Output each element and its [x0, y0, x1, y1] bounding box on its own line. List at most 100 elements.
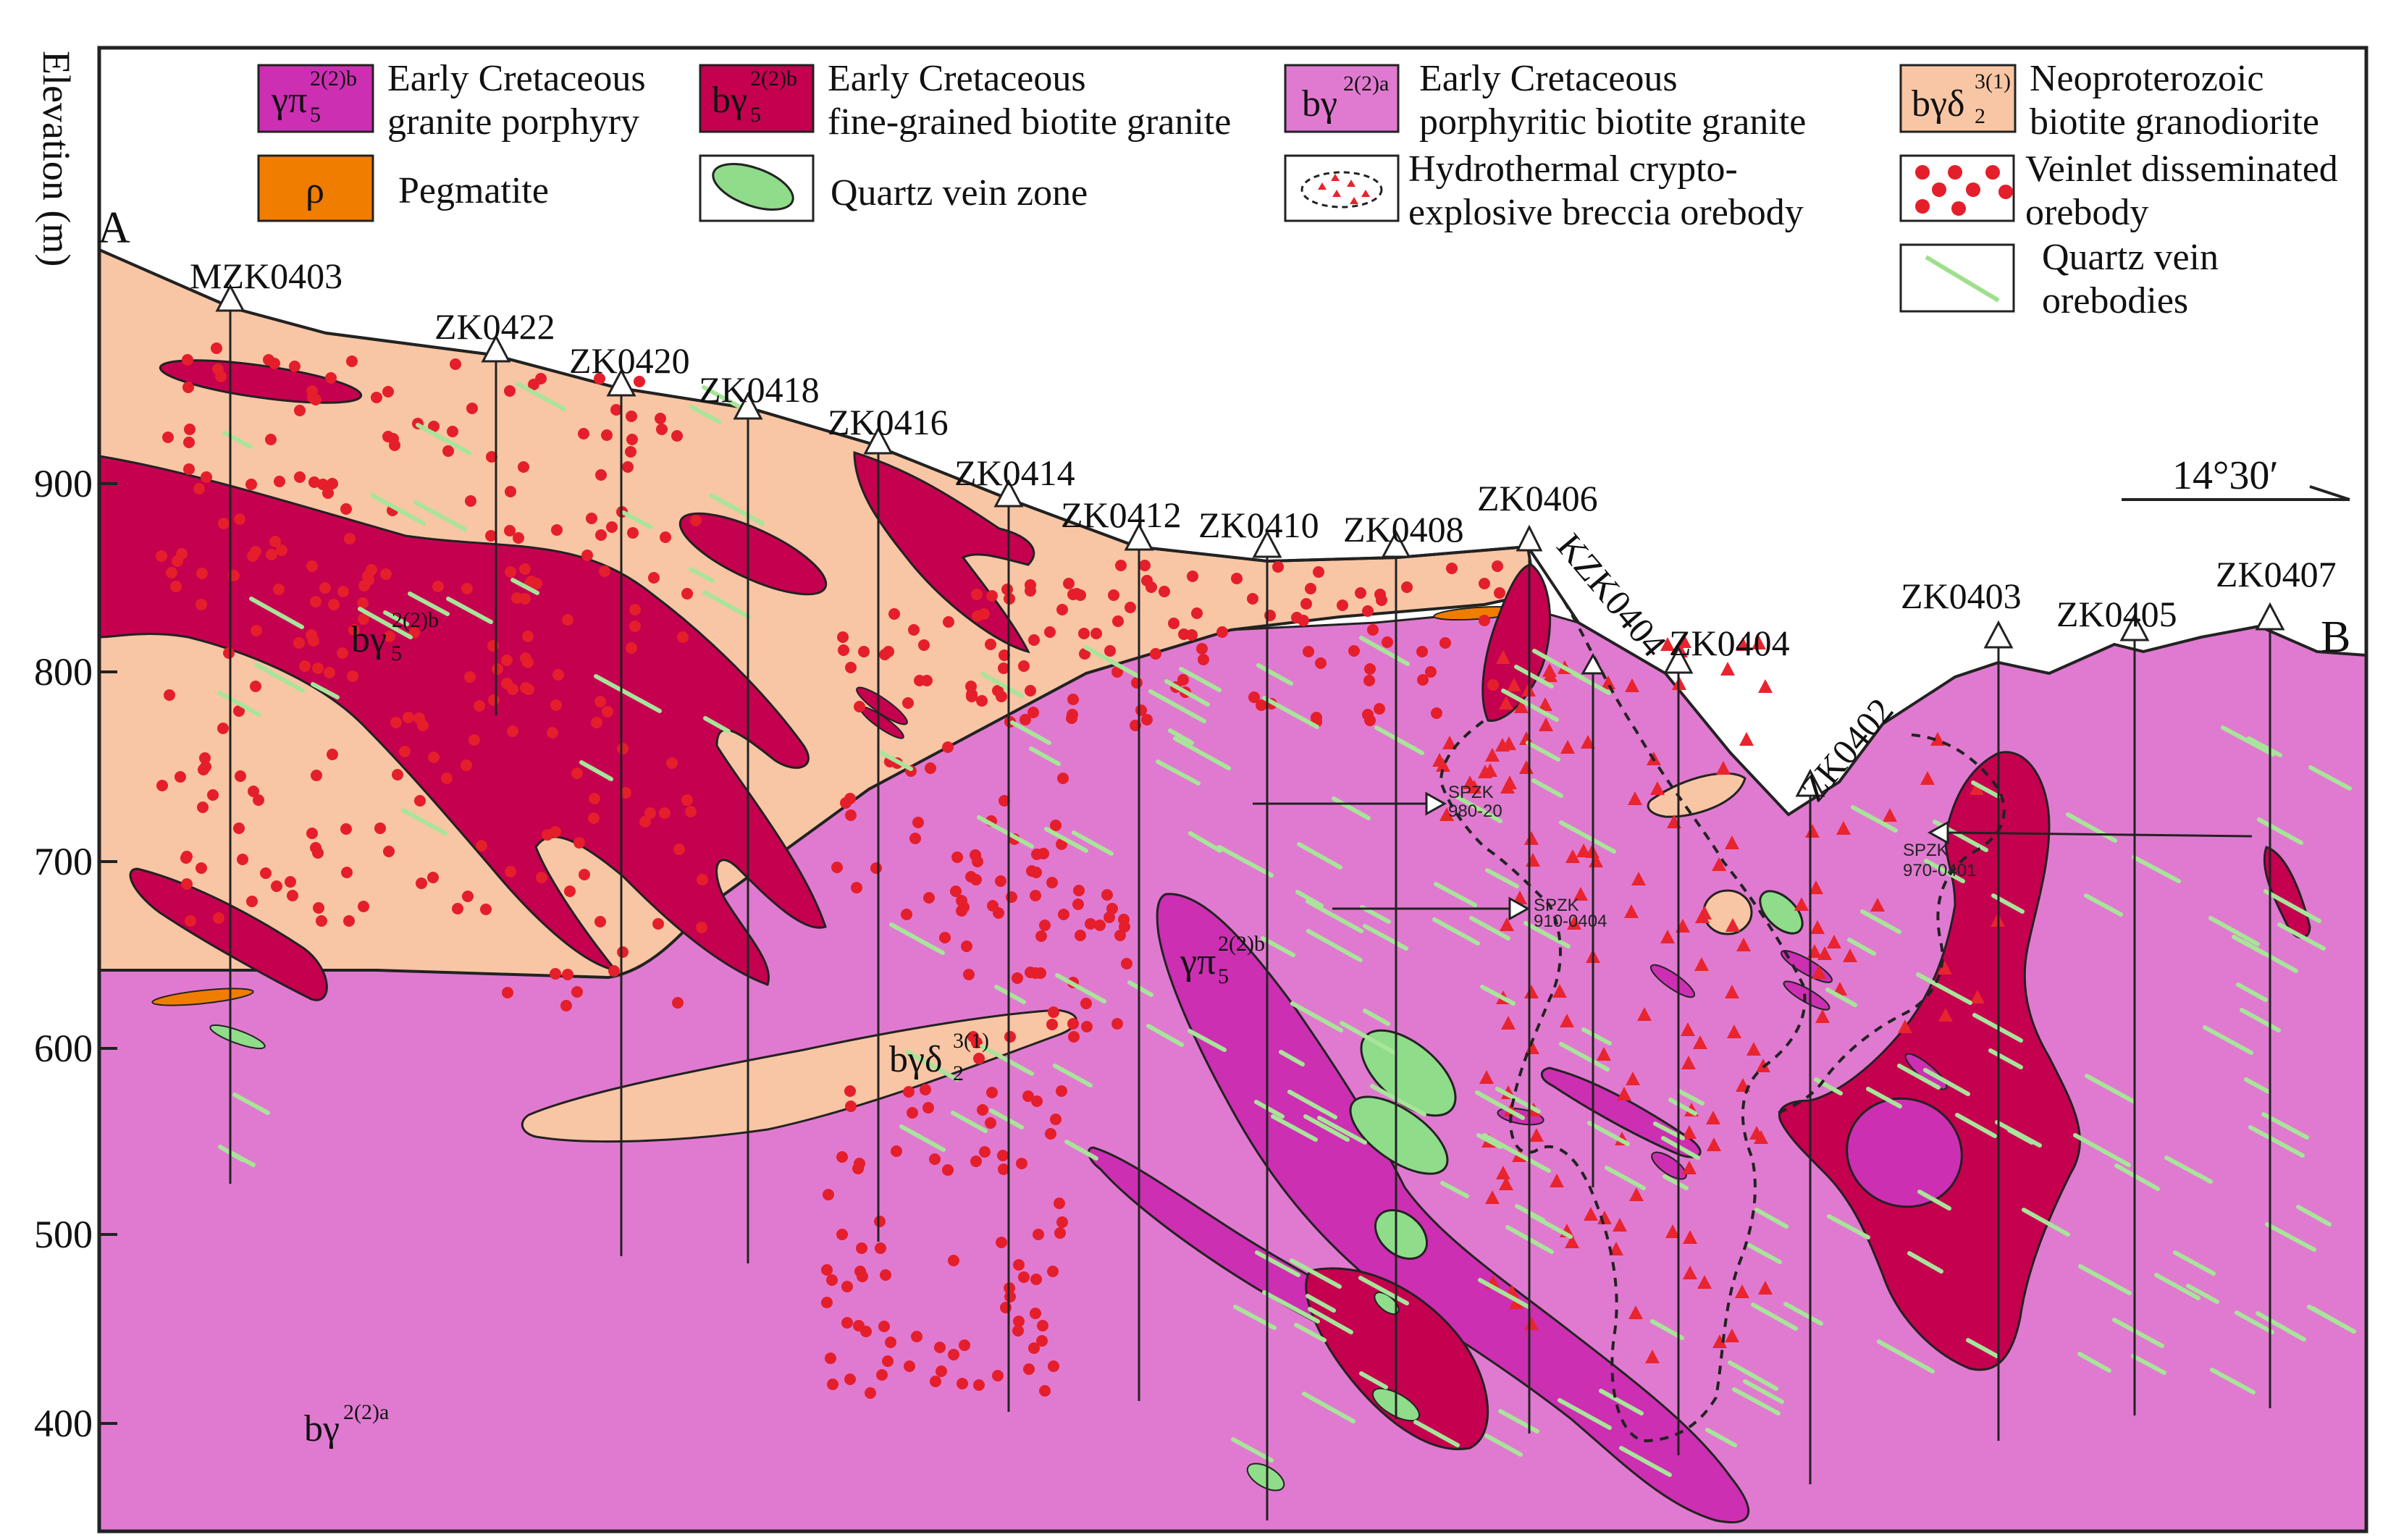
ore-dot [413, 712, 425, 724]
ore-dot [648, 572, 660, 584]
ore-dot [823, 1189, 834, 1200]
ore-dot [673, 843, 685, 855]
ore-dot [196, 568, 208, 579]
ore-dot [626, 642, 637, 654]
ore-dot [1085, 918, 1096, 930]
breccia-outline [1439, 599, 1807, 1443]
breccia-triangle [1560, 740, 1575, 754]
quartz-vein-line [2131, 1354, 2166, 1375]
ore-dot [1030, 1274, 1042, 1285]
ore-dot [183, 463, 195, 475]
quartz-vein-line [2236, 983, 2268, 1002]
drillhole-collar [481, 334, 511, 363]
ore-dot [223, 647, 235, 659]
ore-dot [1401, 581, 1413, 593]
ore-dot [986, 590, 998, 602]
breccia-triangle [1660, 637, 1675, 651]
ore-dot [1037, 1320, 1048, 1331]
ore-dot [1446, 563, 1458, 574]
ore-dot [844, 1373, 856, 1385]
breccia-triangle [1712, 857, 1726, 871]
ore-dot [870, 862, 882, 874]
quartz-vein-line [1053, 1064, 1093, 1087]
ore-dot [520, 652, 531, 664]
breccia-triangle [1665, 1224, 1680, 1238]
ore-dot [547, 727, 558, 739]
quartz-vein-line [1188, 831, 1222, 853]
legend: γπ 2(2)b 5 Early Cretaceous granite porp… [257, 58, 2338, 321]
ore-dot [973, 1379, 985, 1391]
ore-dot [925, 762, 936, 774]
ore-dot [519, 563, 531, 575]
quartz-vein-line [1498, 1409, 1539, 1434]
ore-dot [193, 483, 205, 495]
ore-dot [1048, 1006, 1059, 1018]
ore-dot [550, 826, 561, 838]
quartz-vein-line [1732, 1387, 1781, 1415]
quartz-vein-zone [1246, 1463, 1285, 1491]
ore-dot [520, 682, 531, 694]
breccia-triangle [1631, 872, 1646, 885]
quartz-vein-line [1605, 1166, 1646, 1190]
breccia-triangle [1683, 1230, 1697, 1244]
svg-text:bγ: bγ [351, 619, 387, 660]
ore-dot [1050, 1114, 1062, 1125]
quartz-vein-line [1558, 1398, 1612, 1430]
breccia-triangle [1550, 1174, 1564, 1187]
ore-dot [382, 431, 394, 442]
ore-dot [1054, 1227, 1066, 1239]
quartz-vein-line [516, 382, 566, 411]
ore-dot [374, 822, 386, 834]
breccia-triangle [1565, 1234, 1579, 1248]
ore-dot [973, 1053, 985, 1064]
quartz-vein-line [1851, 805, 1898, 833]
ore-dot [289, 361, 300, 372]
ore-dot [237, 854, 248, 865]
ore-dot [594, 916, 606, 927]
ore-dot [324, 667, 335, 678]
breccia-triangle [1609, 1242, 1623, 1255]
quartz-vein-line [510, 578, 539, 595]
ore-dot [306, 828, 318, 839]
ore-dot [966, 689, 978, 700]
quartz-vein-line [1271, 1114, 1318, 1142]
breccia-triangle [1628, 791, 1642, 805]
ore-dot [358, 613, 369, 625]
breccia-triangle [1542, 663, 1557, 677]
ore-dot [294, 405, 306, 416]
drillhole-label: MZK0403 [190, 256, 342, 296]
ore-dot [838, 644, 849, 656]
svg-text:910-0404: 910-0404 [1534, 912, 1607, 931]
breccia-triangle [1712, 1334, 1727, 1348]
quartz-vein-line [702, 385, 747, 412]
quartz-vein-line [413, 500, 467, 531]
quartz-vein-line [2073, 1133, 2131, 1167]
quartz-vein-line [2235, 1310, 2274, 1334]
ore-dot [610, 404, 622, 416]
ore-dot [963, 969, 975, 980]
ore-dot [199, 752, 211, 764]
ore-dot [246, 896, 258, 907]
quartz-vein-line [594, 674, 622, 691]
granite-porphyry-lens [1846, 1097, 1963, 1208]
breccia-triangle [1624, 904, 1639, 918]
svg-text:Quartz vein: Quartz vein [2042, 237, 2219, 278]
quartz-vein-line [2232, 935, 2266, 956]
quartz-vein-line [232, 1093, 270, 1115]
ore-dot [1492, 560, 1503, 572]
quartz-vein-line [222, 431, 253, 449]
quartz-vein-line [1317, 1116, 1367, 1145]
ore-dot [403, 712, 414, 723]
quartz-vein-line [1262, 1290, 1320, 1324]
ore-dot [1027, 707, 1039, 718]
ore-dot [170, 581, 182, 592]
ore-dot [629, 604, 641, 615]
ore-dot [1305, 583, 1316, 594]
map-label-bgd: bγδ 3(1) 2 [889, 1029, 989, 1085]
ore-dot [589, 793, 600, 804]
ore-dot [564, 885, 576, 897]
quartz-vein-line [2066, 812, 2117, 843]
quartz-vein-line [2084, 893, 2123, 917]
ore-dot [248, 786, 259, 797]
ore-dot [312, 662, 324, 674]
